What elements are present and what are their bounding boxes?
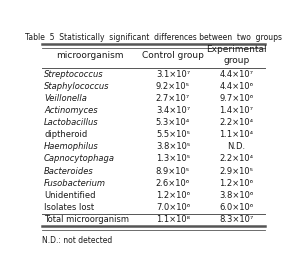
Text: diptheroid: diptheroid [44, 130, 87, 139]
Text: 3.8×10⁵: 3.8×10⁵ [156, 142, 190, 151]
Text: 3.4×10⁷: 3.4×10⁷ [156, 106, 190, 115]
Text: 2.9×10⁵: 2.9×10⁵ [219, 167, 253, 176]
Text: Experimental
group: Experimental group [206, 45, 266, 65]
Text: 1.1×10⁸: 1.1×10⁸ [156, 215, 190, 225]
Text: 1.4×10⁷: 1.4×10⁷ [219, 106, 253, 115]
Text: 1.3×10⁵: 1.3×10⁵ [156, 155, 190, 163]
Text: Lactobacillus: Lactobacillus [44, 118, 99, 127]
Text: Actinomyces: Actinomyces [44, 106, 98, 115]
Text: Unidentified: Unidentified [44, 191, 96, 200]
Text: 9.7×10⁶: 9.7×10⁶ [219, 94, 253, 103]
Text: 8.3×10⁷: 8.3×10⁷ [219, 215, 253, 225]
Text: 1.1×10⁴: 1.1×10⁴ [219, 130, 253, 139]
Text: 3.8×10⁶: 3.8×10⁶ [219, 191, 253, 200]
Text: 7.0×10⁶: 7.0×10⁶ [156, 203, 190, 212]
Text: Total microorganism: Total microorganism [44, 215, 129, 225]
Text: Fusobacterium: Fusobacterium [44, 179, 106, 188]
Text: 6.0×10⁶: 6.0×10⁶ [219, 203, 253, 212]
Text: Staphylococcus: Staphylococcus [44, 82, 110, 91]
Text: Capnocytophaga: Capnocytophaga [44, 155, 115, 163]
Text: 1.2×10⁶: 1.2×10⁶ [219, 179, 253, 188]
Text: Veillonella: Veillonella [44, 94, 87, 103]
Text: 2.2×10⁴: 2.2×10⁴ [219, 118, 253, 127]
Text: Streptococcus: Streptococcus [44, 70, 104, 78]
Text: 2.7×10⁷: 2.7×10⁷ [156, 94, 190, 103]
Text: Control group: Control group [142, 51, 204, 60]
Text: 9.2×10⁵: 9.2×10⁵ [156, 82, 190, 91]
Text: 4.4×10⁶: 4.4×10⁶ [219, 82, 253, 91]
Text: 2.6×10⁶: 2.6×10⁶ [156, 179, 190, 188]
Text: 1.2×10⁶: 1.2×10⁶ [156, 191, 190, 200]
Text: 4.4×10⁷: 4.4×10⁷ [219, 70, 253, 78]
Text: 5.3×10⁴: 5.3×10⁴ [156, 118, 190, 127]
Text: Bacteroides: Bacteroides [44, 167, 94, 176]
Text: microorganism: microorganism [56, 51, 124, 60]
Text: Haemophilus: Haemophilus [44, 142, 99, 151]
Text: N.D.: not detected: N.D.: not detected [42, 235, 112, 245]
Text: Isolates lost: Isolates lost [44, 203, 94, 212]
Text: 8.9×10⁵: 8.9×10⁵ [156, 167, 190, 176]
Text: 5.5×10⁵: 5.5×10⁵ [156, 130, 190, 139]
Text: 3.1×10⁷: 3.1×10⁷ [156, 70, 190, 78]
Text: N.D.: N.D. [227, 142, 245, 151]
Text: Table  5  Statistically  significant  differences between  two  groups: Table 5 Statistically significant differ… [25, 33, 282, 42]
Text: 2.2×10⁴: 2.2×10⁴ [219, 155, 253, 163]
